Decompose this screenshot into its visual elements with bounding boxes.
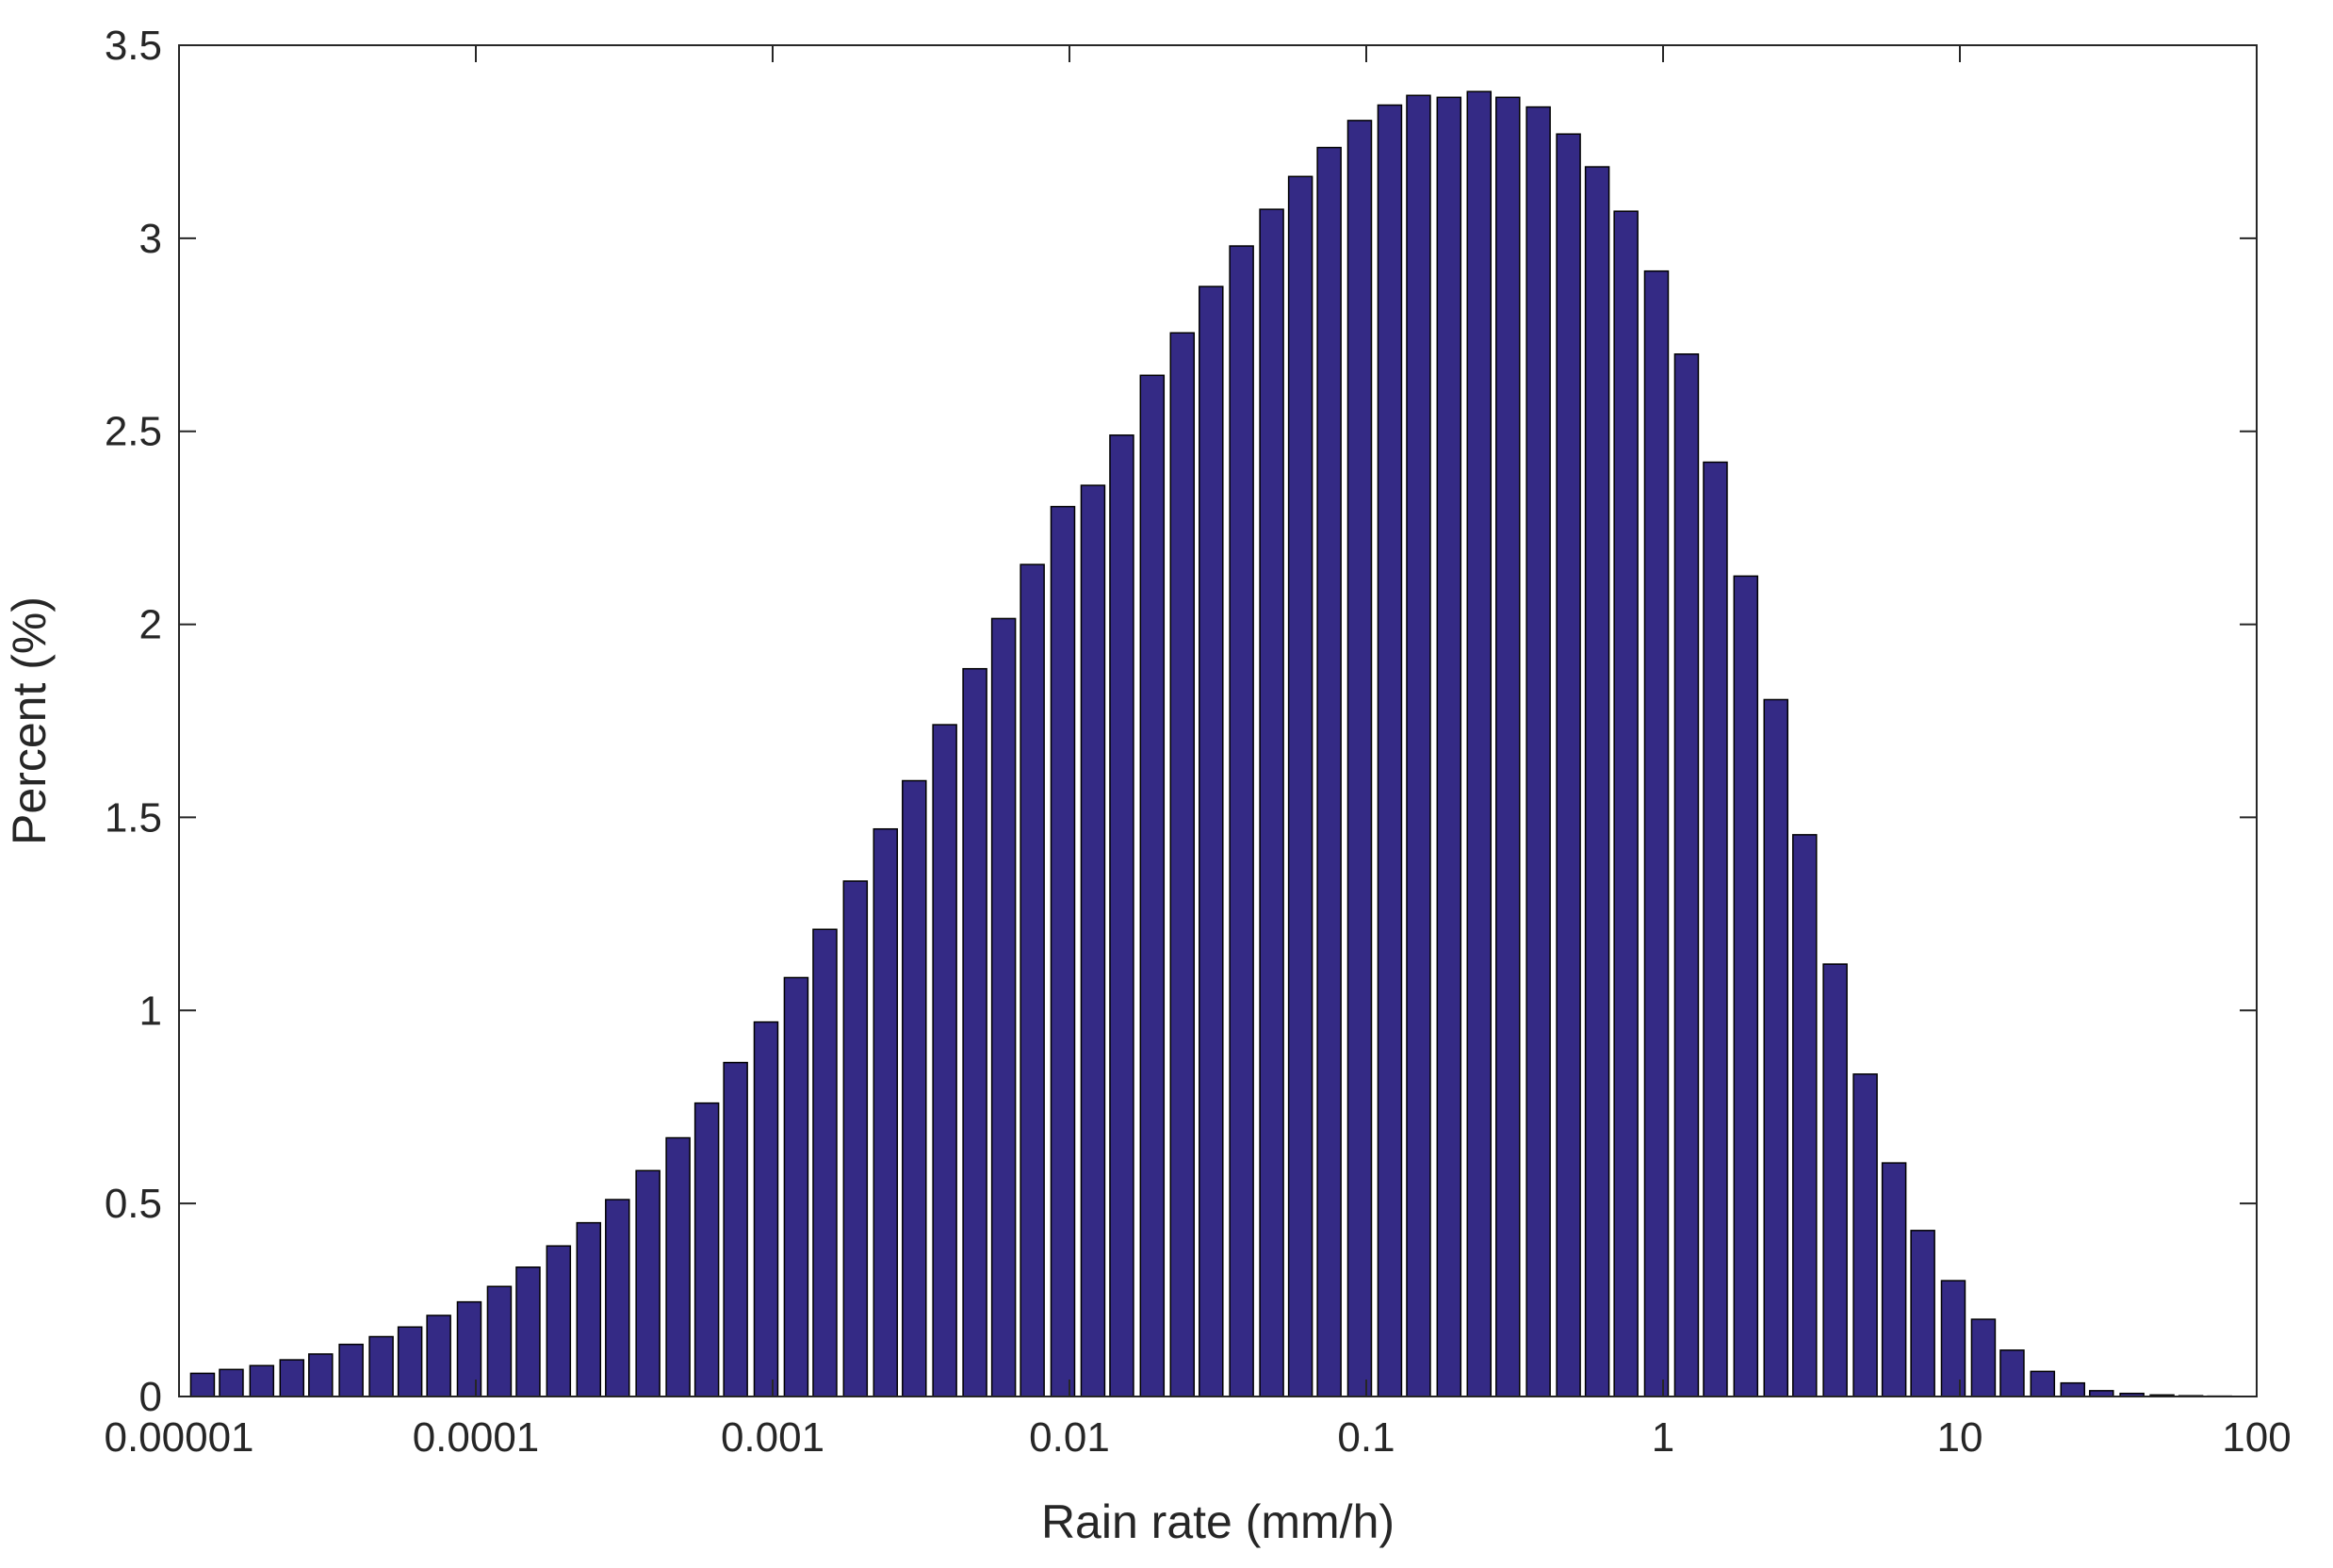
bar bbox=[309, 1354, 333, 1396]
bar bbox=[1644, 271, 1668, 1396]
bar bbox=[1734, 576, 1757, 1396]
y-tick-label: 1 bbox=[139, 988, 162, 1034]
y-tick-label: 0 bbox=[139, 1374, 162, 1420]
bar bbox=[399, 1327, 422, 1396]
y-tick-label: 0.5 bbox=[105, 1181, 162, 1227]
bar bbox=[1704, 462, 1727, 1396]
bar bbox=[1170, 333, 1194, 1396]
bar bbox=[666, 1137, 690, 1396]
x-tick-label: 0.00001 bbox=[104, 1414, 253, 1461]
x-axis-title: Rain rate (mm/h) bbox=[1041, 1495, 1395, 1548]
bar bbox=[280, 1360, 303, 1396]
y-tick-label: 2.5 bbox=[105, 409, 162, 455]
x-tick-label: 0.01 bbox=[1029, 1414, 1110, 1461]
bar bbox=[2031, 1371, 2054, 1396]
bar bbox=[516, 1267, 540, 1396]
bar bbox=[1051, 507, 1074, 1396]
bar bbox=[1347, 121, 1371, 1396]
bar bbox=[1557, 134, 1580, 1396]
bar bbox=[1911, 1231, 1934, 1396]
bar bbox=[903, 781, 926, 1396]
bar bbox=[992, 618, 1016, 1396]
bar bbox=[1971, 1319, 1995, 1396]
bar bbox=[636, 1170, 660, 1396]
bar bbox=[1764, 699, 1787, 1396]
bars-layer bbox=[190, 91, 2231, 1396]
x-tick-label: 1 bbox=[1652, 1414, 1674, 1461]
bar bbox=[2000, 1350, 2024, 1396]
x-tick-label: 100 bbox=[2222, 1414, 2291, 1461]
bar bbox=[843, 881, 867, 1396]
bar bbox=[1674, 354, 1698, 1396]
bar bbox=[1614, 211, 1638, 1396]
bar bbox=[1230, 246, 1253, 1396]
bar bbox=[1793, 835, 1817, 1396]
bar bbox=[2061, 1383, 2084, 1396]
bar bbox=[1317, 148, 1341, 1396]
bar bbox=[1081, 485, 1104, 1396]
bar bbox=[339, 1345, 363, 1396]
bar bbox=[1260, 209, 1283, 1396]
bar bbox=[487, 1286, 511, 1396]
x-tick-label: 0.0001 bbox=[413, 1414, 540, 1461]
bar bbox=[1883, 1163, 1906, 1396]
bar bbox=[1823, 964, 1847, 1396]
bar bbox=[1467, 91, 1491, 1396]
y-tick-label: 3 bbox=[139, 216, 162, 262]
bar bbox=[963, 669, 987, 1396]
bar bbox=[933, 725, 956, 1396]
bar bbox=[813, 929, 837, 1396]
bar bbox=[577, 1223, 600, 1396]
bar bbox=[724, 1063, 747, 1396]
bar bbox=[1110, 435, 1134, 1396]
bar bbox=[250, 1365, 273, 1396]
y-tick-label: 3.5 bbox=[105, 23, 162, 69]
bar bbox=[1378, 106, 1401, 1396]
bar bbox=[1020, 564, 1044, 1396]
bar bbox=[1496, 97, 1520, 1396]
bar bbox=[606, 1200, 629, 1396]
bar bbox=[1586, 167, 1609, 1396]
bar bbox=[1140, 375, 1164, 1396]
x-tick-label: 10 bbox=[1937, 1414, 1983, 1461]
bar bbox=[695, 1103, 719, 1396]
y-axis-title: Percent (%) bbox=[3, 596, 56, 845]
bar bbox=[1407, 95, 1430, 1396]
bar bbox=[427, 1315, 450, 1396]
bar bbox=[457, 1302, 481, 1396]
y-tick-label: 2 bbox=[139, 602, 162, 648]
bar bbox=[754, 1022, 777, 1396]
bar bbox=[369, 1336, 393, 1396]
y-tick-label: 1.5 bbox=[105, 794, 162, 841]
bar bbox=[1853, 1074, 1877, 1396]
bar bbox=[190, 1373, 214, 1396]
labels-layer: 0.00001 0.0001 0.001 0.01 0.1 1 10 100 0 0.5 1 1.5 2… bbox=[104, 23, 2291, 1461]
x-tick-label: 0.001 bbox=[721, 1414, 824, 1461]
bar bbox=[1941, 1281, 1965, 1396]
bar bbox=[1199, 286, 1223, 1396]
bar bbox=[1437, 97, 1460, 1396]
bar bbox=[1289, 176, 1313, 1396]
x-tick-label: 0.1 bbox=[1337, 1414, 1395, 1461]
bar bbox=[547, 1246, 570, 1396]
bar bbox=[220, 1369, 243, 1396]
bar bbox=[1526, 107, 1550, 1396]
bar bbox=[873, 829, 897, 1396]
bar bbox=[784, 977, 808, 1396]
